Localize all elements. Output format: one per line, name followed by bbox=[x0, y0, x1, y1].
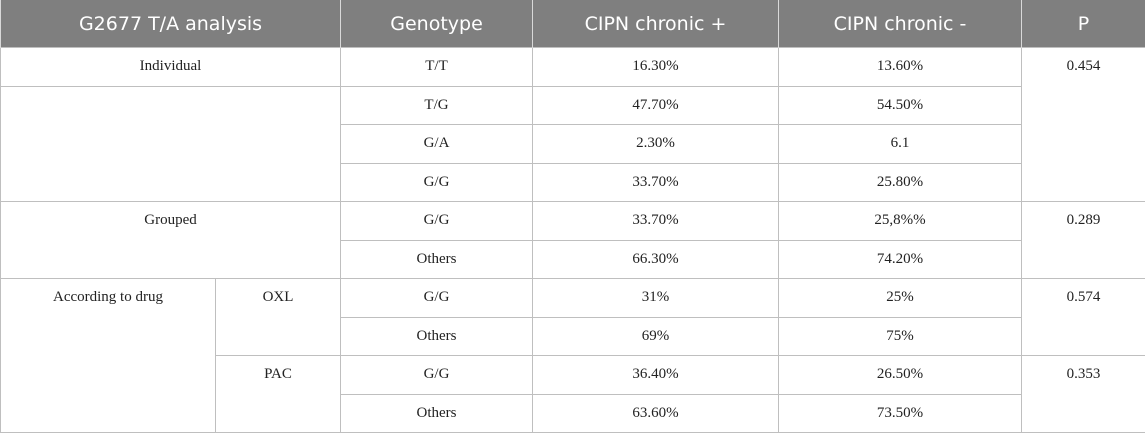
table-row: G/G 33.70% 25.80% bbox=[1, 162, 1145, 202]
cipn-plus-cell: 36.40% bbox=[532, 355, 779, 395]
cipn-minus-cell: 6.1 bbox=[778, 124, 1022, 164]
genotype-cell: Others bbox=[340, 316, 533, 356]
genotype-cell: Others bbox=[340, 239, 533, 279]
cipn-plus-cell: 31% bbox=[532, 278, 779, 318]
drug-label-pac: PAC bbox=[215, 355, 341, 433]
cipn-plus-cell: 69% bbox=[532, 316, 779, 356]
cipn-minus-cell: 25% bbox=[778, 278, 1022, 318]
table-row: Others 63.60% 73.50% bbox=[1, 393, 1145, 433]
cipn-plus-cell: 63.60% bbox=[532, 393, 779, 433]
genotype-cell: G/G bbox=[340, 278, 533, 318]
genotype-cell: T/T bbox=[340, 47, 533, 87]
table-row: Others 69% 75% bbox=[1, 316, 1145, 356]
group-label-grouped: Grouped bbox=[0, 201, 341, 279]
cipn-minus-cell: 25,8%% bbox=[778, 201, 1022, 241]
genotype-cell: G/G bbox=[340, 162, 533, 202]
empty-group-cell bbox=[0, 85, 341, 202]
genotype-cell: G/G bbox=[340, 201, 533, 241]
cipn-plus-cell: 33.70% bbox=[532, 201, 779, 241]
header-p: P bbox=[1021, 0, 1145, 48]
table-row: Individual T/T 16.30% 13.60% 0.454 bbox=[0, 47, 1145, 202]
header-cipn-plus: CIPN chronic + bbox=[532, 0, 779, 48]
header-analysis: G2677 T/A analysis bbox=[0, 0, 341, 48]
table-row: According to drug OXL G/G 31% 25% 0.574 bbox=[0, 278, 1145, 433]
cipn-minus-cell: 54.50% bbox=[778, 85, 1022, 125]
cipn-minus-cell: 75% bbox=[778, 316, 1022, 356]
cipn-minus-cell: 26.50% bbox=[778, 355, 1022, 395]
table-row: T/G 47.70% 54.50% bbox=[0, 85, 1145, 202]
table-row: G/A 2.30% 6.1 bbox=[1, 124, 1145, 164]
group-label-according-to-drug: According to drug bbox=[0, 278, 216, 433]
header-cipn-minus: CIPN chronic - bbox=[778, 0, 1022, 48]
cipn-minus-cell: 25.80% bbox=[778, 162, 1022, 202]
table-row: Others 66.30% 74.20% bbox=[1, 239, 1145, 279]
cipn-minus-cell: 13.60% bbox=[778, 47, 1022, 87]
cipn-minus-cell: 73.50% bbox=[778, 393, 1022, 433]
drug-label-oxl: OXL bbox=[215, 278, 341, 356]
cipn-plus-cell: 47.70% bbox=[532, 85, 779, 125]
table-row: PAC G/G 36.40% 26.50% 0.353 bbox=[1, 355, 1145, 433]
cipn-plus-cell: 2.30% bbox=[532, 124, 779, 164]
genotype-cell: G/A bbox=[340, 124, 533, 164]
cipn-minus-cell: 74.20% bbox=[778, 239, 1022, 279]
genotype-cell: G/G bbox=[340, 355, 533, 395]
cipn-plus-cell: 33.70% bbox=[532, 162, 779, 202]
p-value-cell: 0.574 bbox=[1021, 278, 1145, 356]
genotype-cell: Others bbox=[340, 393, 533, 433]
cipn-plus-cell: 16.30% bbox=[532, 47, 779, 87]
p-value-cell: 0.454 bbox=[1021, 47, 1145, 202]
p-value-cell: 0.353 bbox=[1021, 355, 1145, 433]
header-row: G2677 T/A analysis Genotype CIPN chronic… bbox=[0, 0, 1145, 48]
table-row: Grouped G/G 33.70% 25,8%% 0.289 bbox=[0, 201, 1145, 279]
p-value-cell: 0.289 bbox=[1021, 201, 1145, 279]
group-label-individual: Individual bbox=[0, 47, 341, 87]
genotype-cell: T/G bbox=[340, 85, 533, 125]
cipn-plus-cell: 66.30% bbox=[532, 239, 779, 279]
header-genotype: Genotype bbox=[340, 0, 533, 48]
